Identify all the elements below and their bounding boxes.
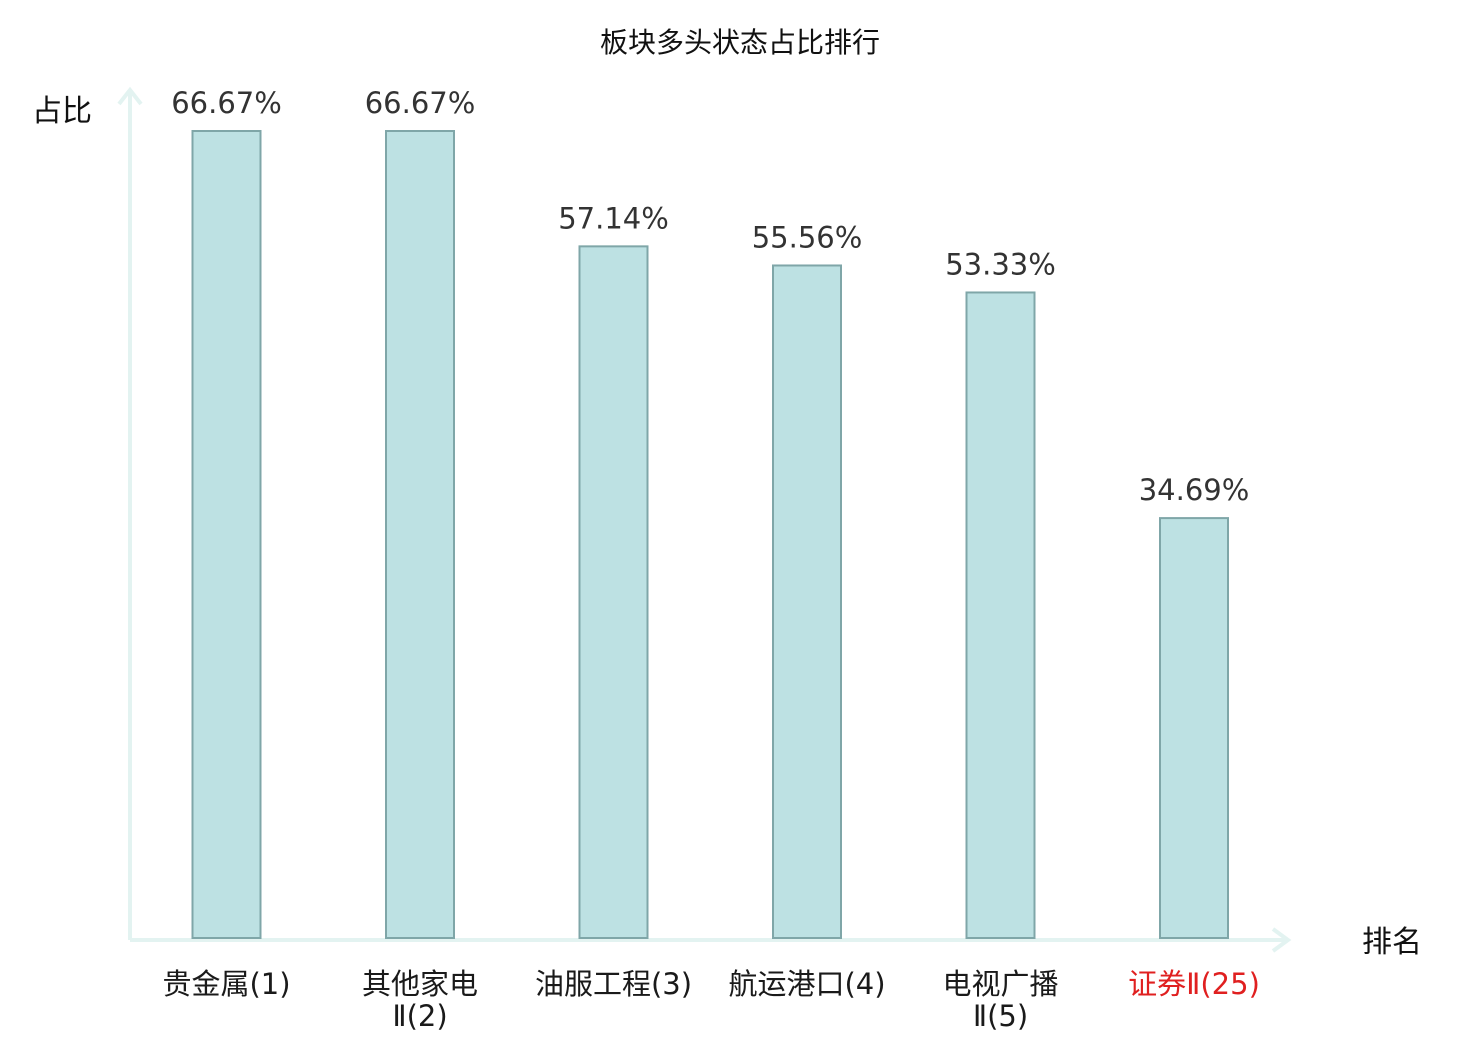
x-tick-label-3: 油服工程(3) [535,967,692,1001]
y-axis-arrow-icon [117,86,143,106]
x-tick-rank-6: Ⅱ(25) [1186,967,1260,1001]
value-label-6: 34.69% [1139,473,1250,507]
x-axis-title: 排名 [1362,925,1422,960]
bar-2 [385,130,455,939]
x-tick-label-1: 贵金属(1) [162,967,290,1001]
x-tick-label-2: 其他家电 Ⅱ(2) [362,967,478,1033]
x-tick-name-2: 其他家电 [362,967,478,1001]
bar-6 [1159,517,1229,940]
x-tick-rank-5: Ⅱ(5) [973,999,1028,1033]
x-tick-name-5: 电视广播 [942,967,1058,1001]
x-tick-label-4: 航运港口(4) [728,967,885,1001]
x-tick-rank-2: Ⅱ(2) [392,999,447,1033]
y-axis-title: 占比 [32,94,92,129]
x-tick-name-3: 油服工程 [535,967,651,1001]
x-tick-label-5: 电视广播 Ⅱ(5) [942,967,1058,1033]
x-tick-name-6: 证券 [1128,967,1186,1001]
x-axis-arrow-icon [1271,927,1292,953]
x-tick-rank-1: (1) [249,967,290,1001]
chart-title: 板块多头状态占比排行 [600,26,880,59]
bars-group: 66.67% 贵金属(1) 66.67% 其他家电 Ⅱ(2) 57.14% 油服工程(3) 5… [162,86,1259,1033]
x-tick-rank-3: (3) [651,967,692,1001]
value-label-2: 66.67% [365,86,476,120]
value-label-3: 57.14% [558,201,669,235]
bar-1 [191,130,262,939]
value-label-1: 66.67% [171,86,282,120]
x-tick-name-4: 航运港口 [728,967,844,1001]
value-label-4: 55.56% [752,220,863,254]
bar-5 [965,291,1036,939]
x-tick-name-1: 贵金属 [162,967,249,1001]
x-tick-rank-4: (4) [844,967,885,1001]
value-label-5: 53.33% [945,247,1056,281]
x-tick-label-6: 证券Ⅱ(25) [1128,967,1260,1001]
bar-4 [772,264,842,940]
bar-3 [578,245,649,940]
